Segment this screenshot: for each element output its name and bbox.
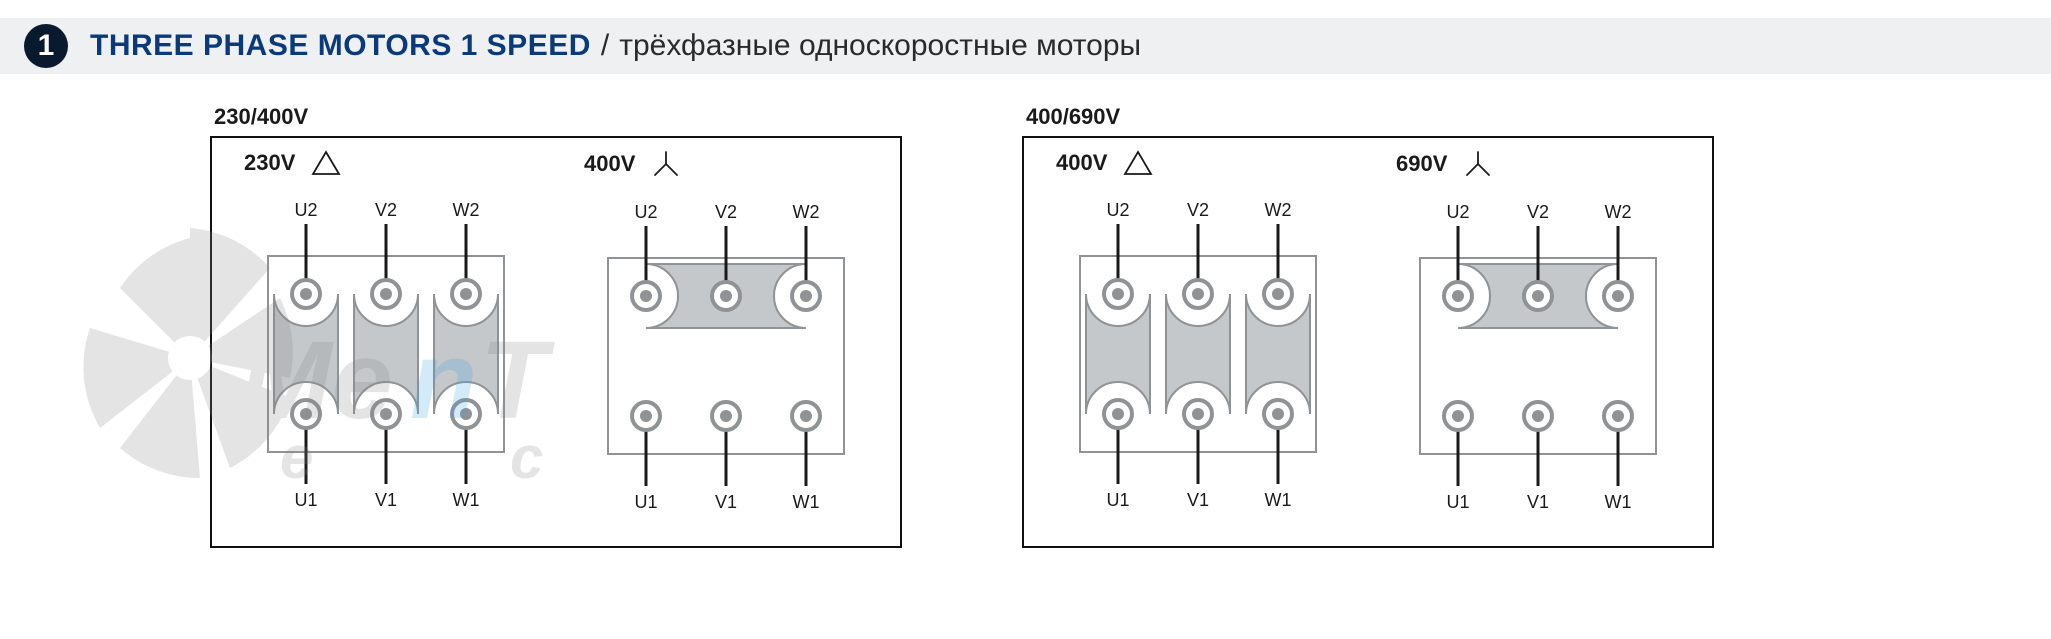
svg-text:U2: U2 bbox=[1446, 202, 1469, 222]
diagram-column: 690V U2 U1 V2 V1 W2 W1 bbox=[1388, 150, 1688, 526]
voltage-text: 400V bbox=[1056, 150, 1107, 176]
diagram-voltage-label: 690V bbox=[1388, 150, 1688, 178]
wiring-diagram-star: U2 U1 V2 V1 W2 W1 bbox=[576, 186, 876, 526]
svg-text:W2: W2 bbox=[793, 202, 820, 222]
svg-text:V1: V1 bbox=[375, 490, 397, 510]
svg-text:W1: W1 bbox=[793, 492, 820, 512]
svg-text:V1: V1 bbox=[1527, 492, 1549, 512]
group-voltage-label: 400/690V bbox=[1022, 104, 1714, 130]
group-panel-box: 400V U2 U1 V2 V1 W2 W1 690V bbox=[1022, 136, 1714, 548]
delta-symbol-icon bbox=[311, 150, 341, 176]
star-symbol-icon bbox=[1463, 150, 1493, 178]
svg-text:W2: W2 bbox=[1265, 200, 1292, 220]
diagram-column: 400V U2 U1 V2 V1 W2 W1 bbox=[1048, 150, 1348, 526]
voltage-group: 400/690V 400V U2 U1 V2 V1 W2 W1 690V bbox=[1022, 104, 1714, 548]
group-panel-box: 230V U2 U1 V2 V1 W2 W1 400V bbox=[210, 136, 902, 548]
diagram-panels: 230/400V 230V U2 U1 V2 V1 W2 W1 400V bbox=[0, 74, 2051, 548]
diagram-column: 400V U2 U1 V2 V1 W2 W1 bbox=[576, 150, 876, 526]
delta-symbol-icon bbox=[1123, 150, 1153, 176]
diagram-voltage-label: 400V bbox=[1048, 150, 1348, 176]
section-title-ru: трёхфазные односкоростные моторы bbox=[619, 29, 1141, 63]
svg-text:W2: W2 bbox=[453, 200, 480, 220]
svg-text:V1: V1 bbox=[715, 492, 737, 512]
svg-text:V2: V2 bbox=[1187, 200, 1209, 220]
voltage-text: 230V bbox=[244, 150, 295, 176]
svg-text:W1: W1 bbox=[1265, 490, 1292, 510]
svg-text:U2: U2 bbox=[1106, 200, 1129, 220]
svg-text:W1: W1 bbox=[1605, 492, 1632, 512]
svg-text:U2: U2 bbox=[634, 202, 657, 222]
svg-text:W2: W2 bbox=[1605, 202, 1632, 222]
diagram-voltage-label: 230V bbox=[236, 150, 536, 176]
svg-text:V2: V2 bbox=[715, 202, 737, 222]
voltage-text: 400V bbox=[584, 151, 635, 177]
voltage-group: 230/400V 230V U2 U1 V2 V1 W2 W1 400V bbox=[210, 104, 902, 548]
svg-text:V2: V2 bbox=[1527, 202, 1549, 222]
section-title-sep: / bbox=[601, 29, 609, 63]
svg-text:V2: V2 bbox=[375, 200, 397, 220]
wiring-diagram-delta: U2 U1 V2 V1 W2 W1 bbox=[1048, 184, 1348, 524]
section-number: 1 bbox=[38, 29, 55, 63]
wiring-diagram-star: U2 U1 V2 V1 W2 W1 bbox=[1388, 186, 1688, 526]
svg-text:V1: V1 bbox=[1187, 490, 1209, 510]
diagram-column: 230V U2 U1 V2 V1 W2 W1 bbox=[236, 150, 536, 526]
voltage-text: 690V bbox=[1396, 151, 1447, 177]
diagram-voltage-label: 400V bbox=[576, 150, 876, 178]
section-title-en: THREE PHASE MOTORS 1 SPEED bbox=[90, 29, 591, 63]
group-voltage-label: 230/400V bbox=[210, 104, 902, 130]
svg-text:U1: U1 bbox=[294, 490, 317, 510]
svg-text:U1: U1 bbox=[1106, 490, 1129, 510]
svg-text:U1: U1 bbox=[634, 492, 657, 512]
star-symbol-icon bbox=[651, 150, 681, 178]
svg-text:W1: W1 bbox=[453, 490, 480, 510]
section-header: 1 THREE PHASE MOTORS 1 SPEED / трёхфазны… bbox=[0, 18, 2051, 74]
svg-text:U2: U2 bbox=[294, 200, 317, 220]
svg-text:U1: U1 bbox=[1446, 492, 1469, 512]
wiring-diagram-delta: U2 U1 V2 V1 W2 W1 bbox=[236, 184, 536, 524]
section-number-badge: 1 bbox=[24, 24, 68, 68]
